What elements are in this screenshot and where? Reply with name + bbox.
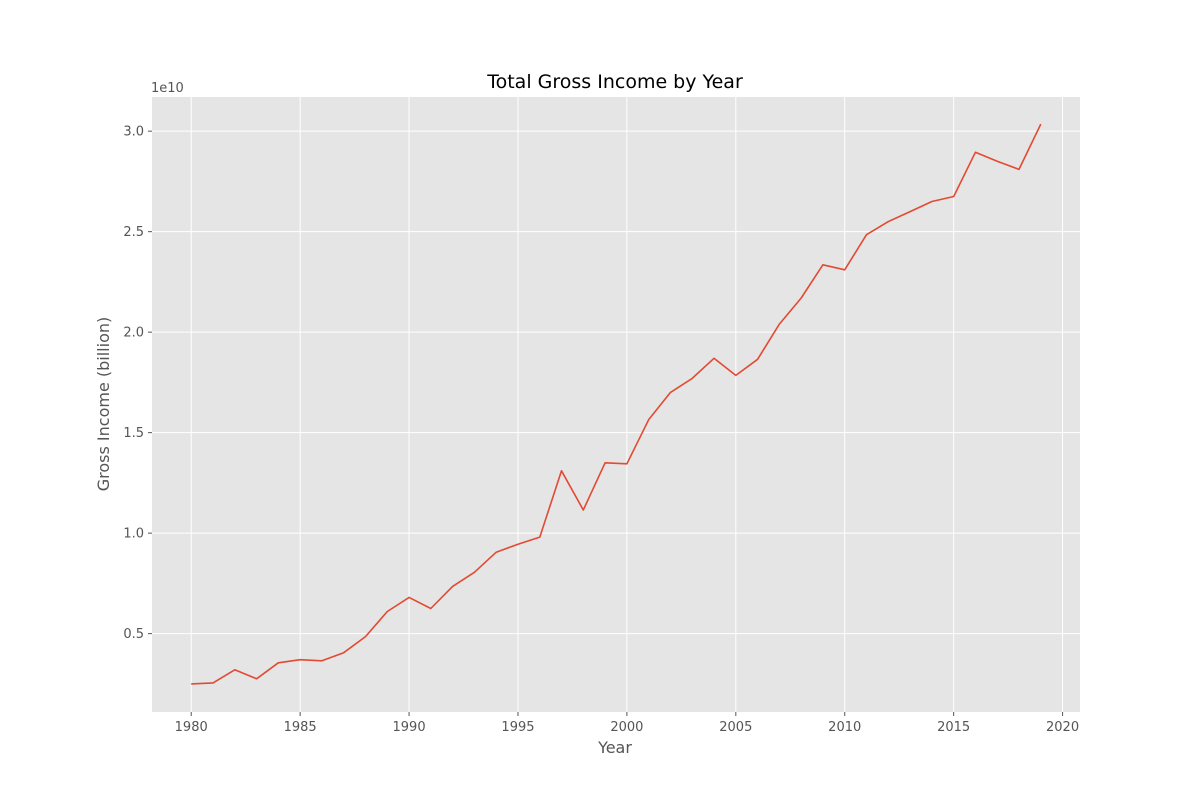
y-offset-label: 1e10 <box>151 81 184 96</box>
x-tick-label: 1985 <box>284 720 317 735</box>
x-tick-label: 2000 <box>610 720 643 735</box>
y-tick-label: 1.0 <box>123 527 144 542</box>
x-tick-label: 1980 <box>175 720 208 735</box>
series-lines <box>191 123 1042 685</box>
y-tick-label: 2.5 <box>123 225 144 240</box>
x-tick-label: 2020 <box>1046 720 1079 735</box>
x-axis-title: Year <box>597 738 632 757</box>
y-tick-label: 3.0 <box>123 125 144 140</box>
chart-title: Total Gross Income by Year <box>486 71 743 93</box>
series-line <box>191 123 1042 685</box>
grid-lines <box>152 97 1080 712</box>
y-tick-label: 2.0 <box>123 326 144 341</box>
y-tick-label: 1.5 <box>123 426 144 441</box>
x-tick-label: 2015 <box>937 720 970 735</box>
y-axis-title: Gross Income (billion) <box>94 317 113 491</box>
y-tick-label: 0.5 <box>123 627 144 642</box>
x-tick-label: 2010 <box>828 720 861 735</box>
x-tick-label: 1995 <box>501 720 534 735</box>
x-tick-label: 2005 <box>719 720 752 735</box>
x-axis-ticks: 1980 1985 1990 1995 2000 2005 2010 2015 2020 <box>175 712 1079 735</box>
plot-background <box>152 97 1080 712</box>
x-tick-label: 1990 <box>393 720 426 735</box>
y-axis-ticks: 0.5 1.0 1.5 2.0 2.5 3.0 <box>123 125 152 642</box>
